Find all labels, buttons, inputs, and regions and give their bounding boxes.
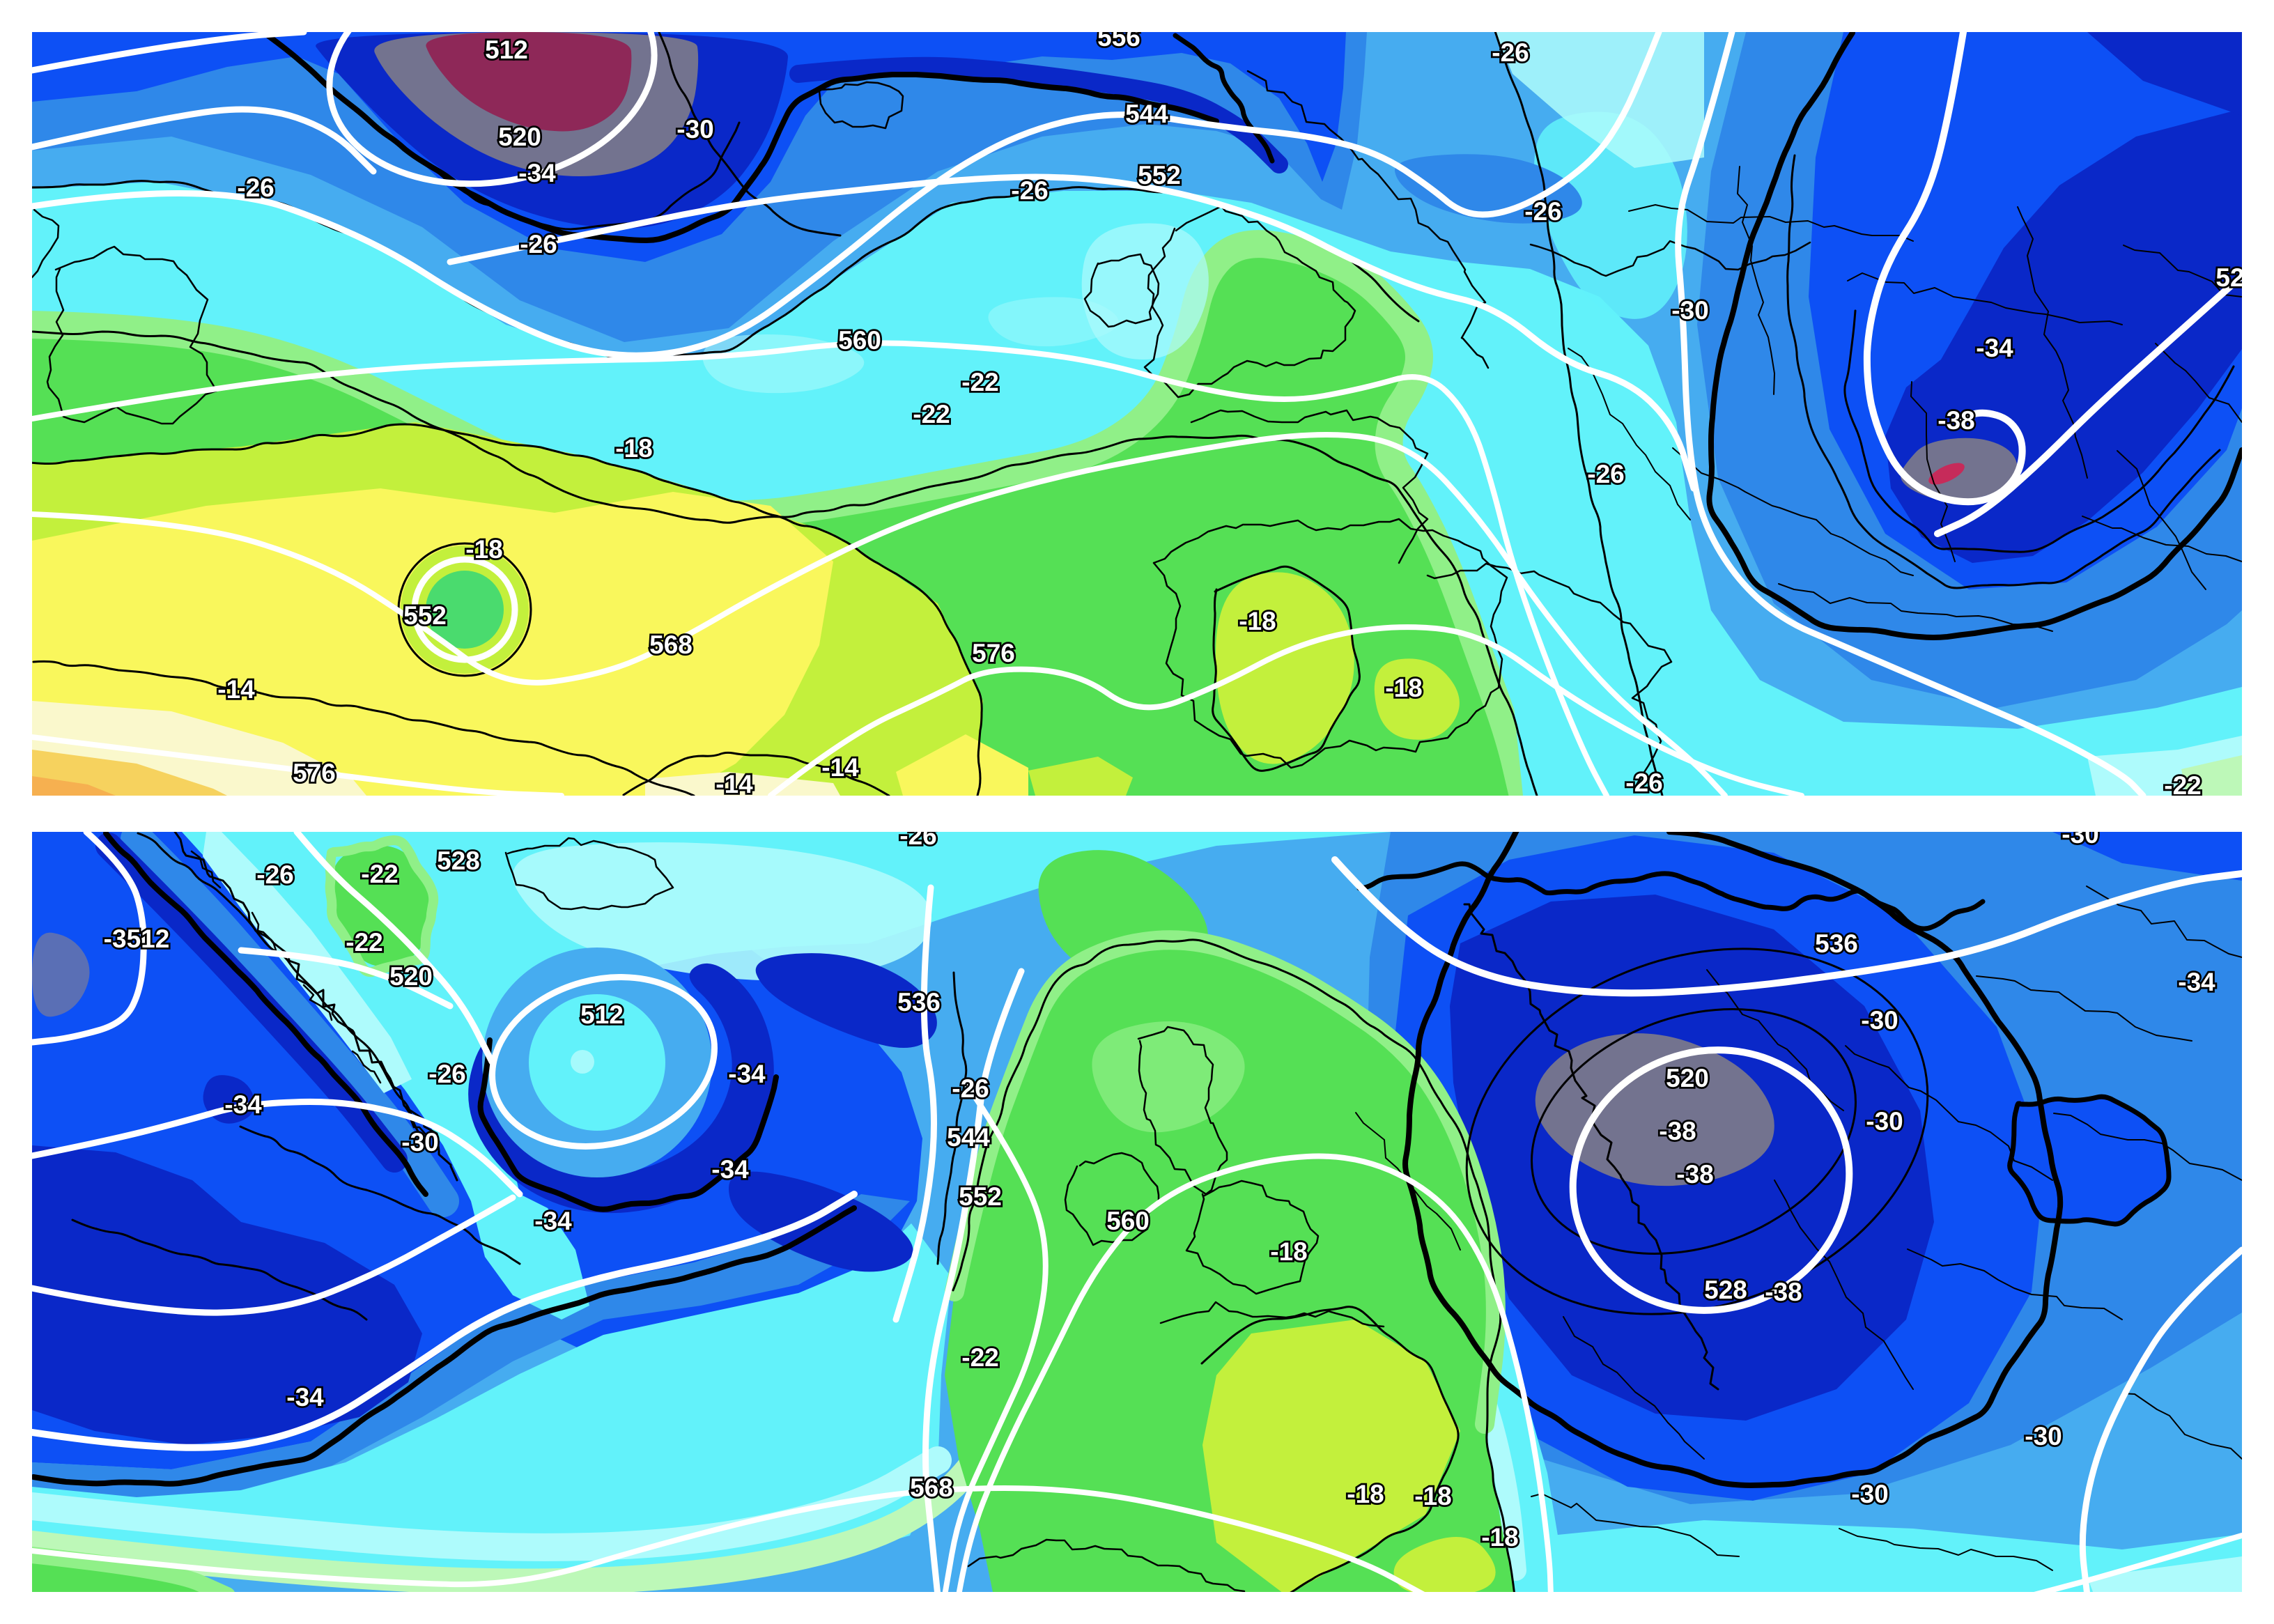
svg-text:576: 576 [293,759,336,787]
svg-text:552: 552 [1138,161,1181,190]
svg-text:-26: -26 [520,230,557,258]
svg-text:-18: -18 [1347,1480,1384,1508]
svg-text:-34: -34 [711,1155,749,1184]
svg-text:-26: -26 [1625,768,1662,796]
svg-text:528: 528 [1704,1276,1747,1304]
svg-text:-22: -22 [961,1343,998,1372]
svg-text:-38: -38 [1676,1160,1713,1189]
svg-text:-14: -14 [716,770,753,796]
svg-text:552: 552 [959,1182,1002,1211]
svg-text:-3512: -3512 [104,925,170,953]
svg-text:-34: -34 [2178,968,2215,996]
svg-text:-38: -38 [1765,1278,1802,1306]
svg-text:-30: -30 [2025,1422,2062,1451]
svg-text:-34: -34 [286,1383,324,1412]
svg-text:-26: -26 [899,832,936,850]
svg-text:-18: -18 [1239,607,1276,635]
svg-text:-26: -26 [1587,460,1624,488]
svg-text:512: 512 [580,1000,624,1029]
svg-text:-22: -22 [346,928,382,957]
svg-text:52: 52 [2215,263,2242,292]
svg-text:-30: -30 [2062,832,2098,849]
svg-text:-26: -26 [1011,176,1048,205]
svg-text:528: 528 [437,846,480,875]
svg-text:544: 544 [1125,100,1168,128]
svg-text:-30: -30 [1861,1006,1898,1035]
svg-text:-18: -18 [1481,1523,1518,1552]
svg-text:556: 556 [1097,32,1140,52]
svg-text:-34: -34 [1976,334,2013,362]
svg-text:-34: -34 [728,1060,766,1088]
svg-text:576: 576 [972,639,1015,667]
svg-text:-38: -38 [1659,1117,1696,1145]
svg-text:-34: -34 [534,1207,572,1235]
svg-text:-26: -26 [1524,197,1561,226]
svg-text:-22: -22 [961,368,998,396]
svg-text:-26: -26 [428,1060,465,1088]
svg-text:-14: -14 [821,753,859,782]
svg-text:-18: -18 [1385,674,1422,702]
svg-text:536: 536 [897,988,941,1016]
svg-text:-18: -18 [465,535,502,564]
svg-text:560: 560 [1106,1207,1150,1235]
svg-text:520: 520 [498,123,541,151]
svg-text:-18: -18 [1270,1237,1307,1266]
svg-text:-26: -26 [952,1074,989,1103]
svg-text:552: 552 [403,601,447,630]
svg-text:-38: -38 [1937,406,1974,435]
svg-text:-22: -22 [2164,771,2201,796]
svg-text:-30: -30 [1866,1107,1903,1136]
svg-text:-14: -14 [217,675,255,704]
svg-text:-34: -34 [518,159,556,187]
svg-text:-34: -34 [224,1090,262,1119]
svg-text:-26: -26 [237,173,274,202]
svg-text:568: 568 [910,1474,953,1502]
svg-text:568: 568 [649,631,693,659]
svg-text:-26: -26 [1492,38,1529,67]
svg-text:-18: -18 [615,434,652,463]
svg-text:-30: -30 [1671,296,1708,325]
svg-text:512: 512 [485,36,528,64]
svg-text:-22: -22 [913,400,950,428]
svg-text:-30: -30 [676,115,713,144]
svg-text:-18: -18 [1414,1482,1451,1510]
svg-text:-26: -26 [256,860,293,889]
svg-text:544: 544 [947,1123,990,1152]
svg-text:560: 560 [838,326,881,355]
svg-text:-30: -30 [401,1128,438,1157]
svg-text:-22: -22 [361,860,398,888]
svg-text:520: 520 [1666,1064,1709,1092]
svg-text:520: 520 [389,962,433,991]
svg-text:536: 536 [1815,929,1858,958]
svg-text:-30: -30 [1851,1480,1888,1508]
